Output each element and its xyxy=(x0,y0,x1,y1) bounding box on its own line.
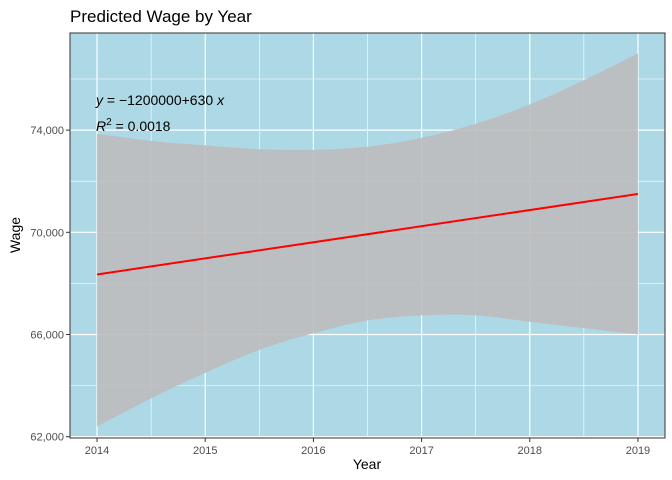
x-tick-label: 2016 xyxy=(301,445,325,457)
x-tick-label: 2014 xyxy=(85,445,109,457)
x-axis-ticks: 2014 2015 2016 2017 2018 2019 xyxy=(85,438,650,457)
x-tick-label: 2019 xyxy=(626,445,650,457)
confidence-band xyxy=(97,53,638,427)
x-axis-title: Year xyxy=(353,456,382,472)
equation-annotation: y = −1200000+630 x xyxy=(95,92,225,108)
r-squared-annotation: R2 = 0.0018 xyxy=(96,117,171,134)
x-tick-label: 2017 xyxy=(409,445,433,457)
y-tick-label: 66,000 xyxy=(30,330,64,342)
plot-border xyxy=(69,32,666,439)
y-axis-title: Wage xyxy=(7,217,23,253)
x-tick-label: 2015 xyxy=(193,445,217,457)
fit-line xyxy=(96,192,639,276)
y-tick-label: 70,000 xyxy=(30,227,64,239)
x-tick-label: 2018 xyxy=(518,445,542,457)
y-axis-ticks: 62,000 66,000 70,000 74,000 xyxy=(30,125,70,444)
y-tick-label: 62,000 xyxy=(30,432,64,444)
chart-title: Predicted Wage by Year xyxy=(70,7,252,26)
y-tick-label: 74,000 xyxy=(30,125,64,137)
